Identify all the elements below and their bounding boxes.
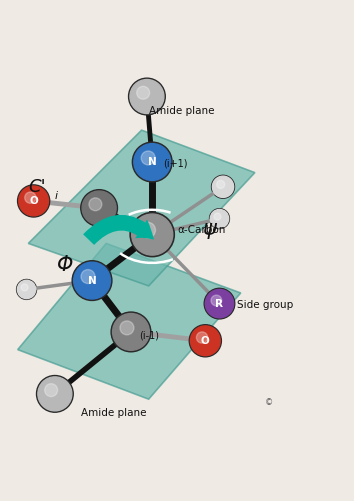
Circle shape bbox=[113, 314, 149, 350]
Circle shape bbox=[18, 185, 50, 217]
Circle shape bbox=[111, 312, 151, 352]
Circle shape bbox=[130, 80, 164, 114]
Circle shape bbox=[212, 176, 234, 197]
Circle shape bbox=[81, 190, 118, 226]
Circle shape bbox=[204, 288, 235, 319]
Circle shape bbox=[21, 284, 28, 291]
Circle shape bbox=[82, 191, 116, 225]
Text: Amide plane: Amide plane bbox=[81, 408, 147, 418]
Circle shape bbox=[189, 325, 221, 357]
Text: ©: © bbox=[265, 398, 273, 407]
Text: Side group: Side group bbox=[237, 301, 293, 311]
Polygon shape bbox=[18, 243, 241, 399]
Circle shape bbox=[25, 192, 36, 203]
Circle shape bbox=[17, 280, 36, 299]
Circle shape bbox=[212, 175, 234, 198]
Circle shape bbox=[196, 332, 208, 343]
Circle shape bbox=[72, 261, 112, 301]
Circle shape bbox=[205, 290, 234, 318]
Circle shape bbox=[129, 78, 165, 115]
Circle shape bbox=[217, 180, 225, 188]
Circle shape bbox=[214, 213, 221, 220]
Text: i: i bbox=[55, 190, 58, 200]
Text: Φ: Φ bbox=[57, 255, 73, 275]
Circle shape bbox=[74, 262, 110, 299]
Text: ψ: ψ bbox=[202, 219, 216, 239]
Circle shape bbox=[38, 377, 72, 411]
Polygon shape bbox=[28, 130, 255, 286]
Text: N: N bbox=[88, 276, 96, 286]
Circle shape bbox=[132, 214, 173, 255]
Circle shape bbox=[120, 321, 134, 335]
Circle shape bbox=[17, 280, 36, 300]
Text: O: O bbox=[29, 196, 38, 206]
Circle shape bbox=[211, 295, 222, 306]
Text: C': C' bbox=[28, 178, 46, 196]
Circle shape bbox=[137, 86, 150, 99]
Text: N: N bbox=[148, 157, 156, 167]
Text: α-Carbon: α-Carbon bbox=[177, 225, 225, 235]
Text: R: R bbox=[216, 299, 223, 309]
Circle shape bbox=[130, 212, 175, 257]
Circle shape bbox=[134, 144, 171, 180]
Text: (i+1): (i+1) bbox=[164, 159, 188, 169]
Circle shape bbox=[190, 326, 220, 356]
Circle shape bbox=[132, 142, 172, 182]
Circle shape bbox=[210, 209, 229, 228]
Circle shape bbox=[45, 384, 58, 397]
Circle shape bbox=[19, 186, 48, 216]
Circle shape bbox=[210, 209, 229, 228]
Circle shape bbox=[81, 270, 95, 284]
Circle shape bbox=[36, 376, 73, 412]
Circle shape bbox=[89, 198, 102, 211]
Text: Amide plane: Amide plane bbox=[149, 106, 214, 116]
FancyArrowPatch shape bbox=[83, 215, 154, 245]
Circle shape bbox=[140, 222, 155, 238]
Text: O: O bbox=[201, 336, 210, 346]
Circle shape bbox=[141, 151, 155, 165]
Text: (i-1): (i-1) bbox=[139, 331, 159, 341]
